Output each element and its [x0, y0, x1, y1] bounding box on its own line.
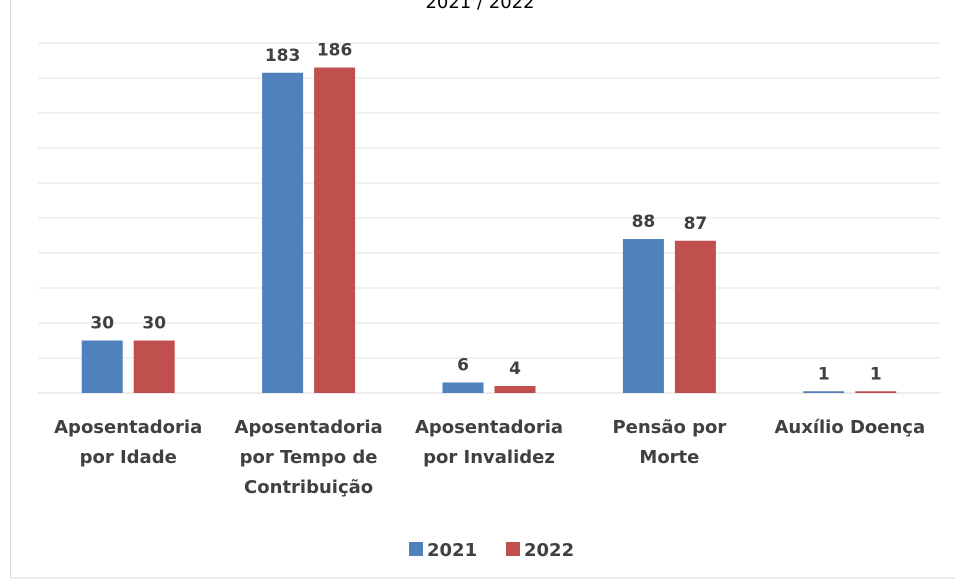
- x-tick-label: Aposentadoria por Invalidez: [414, 417, 564, 468]
- data-label: 88: [632, 212, 656, 232]
- x-tick-label: Pensão por Morte: [612, 417, 727, 468]
- legend-swatch: [506, 542, 520, 556]
- bar: [622, 239, 664, 393]
- data-label: 30: [90, 314, 114, 334]
- legend-label: 2021: [427, 540, 477, 561]
- bar: [133, 340, 175, 393]
- bar: [494, 386, 536, 393]
- data-label: 1: [870, 364, 882, 384]
- data-label: 186: [317, 41, 353, 61]
- legend-swatch: [409, 542, 423, 556]
- bar: [803, 391, 845, 393]
- data-label: 6: [457, 356, 469, 376]
- bar: [314, 67, 356, 393]
- legend-label: 2022: [524, 540, 574, 561]
- data-label: 4: [509, 359, 521, 379]
- data-label: 87: [684, 214, 708, 234]
- x-tick-label: Auxílio Doença: [774, 417, 926, 438]
- chart-title: 2021 / 2022: [425, 0, 534, 13]
- bar: [442, 382, 484, 393]
- bar: [262, 72, 304, 393]
- chart-border: [10, 0, 955, 579]
- x-tick-label: Aposentadoria por Tempo de Contribuição: [234, 417, 383, 498]
- data-label: 183: [265, 46, 301, 66]
- x-tick-label: Aposentadoria por Idade: [54, 417, 203, 468]
- data-label: 1: [818, 364, 830, 384]
- data-label: 30: [142, 314, 166, 334]
- bar: [855, 391, 897, 393]
- bar: [674, 240, 716, 393]
- bar: [81, 340, 123, 393]
